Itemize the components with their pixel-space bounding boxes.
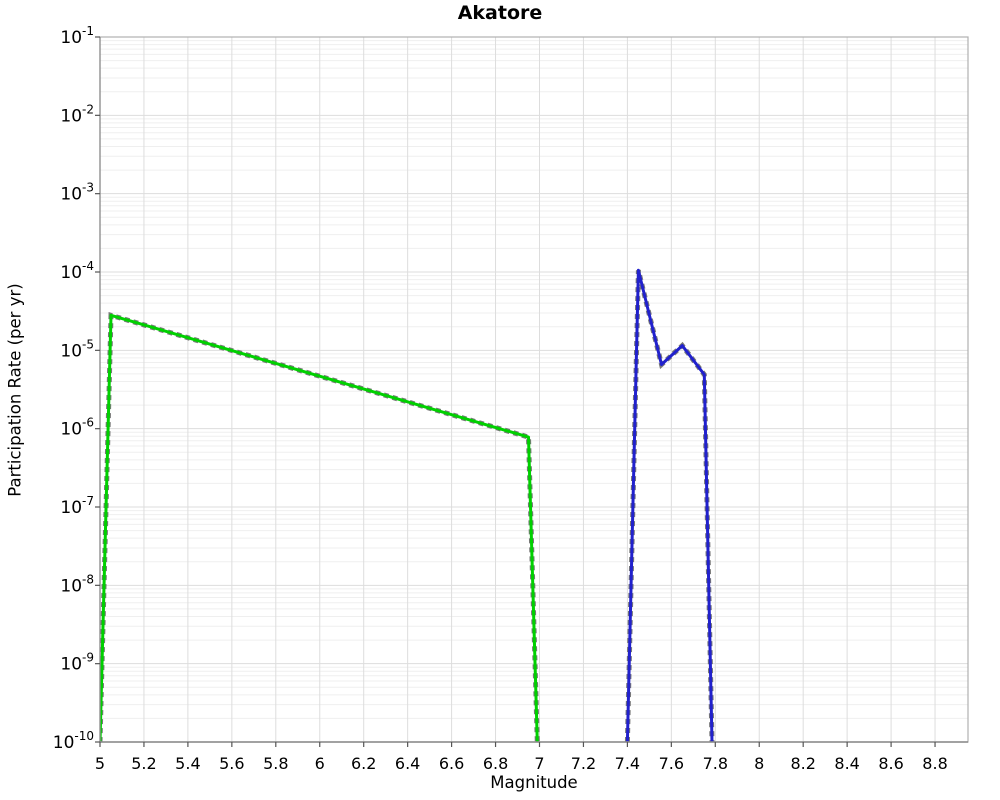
x-tick-label: 7.4: [615, 754, 640, 773]
chart-title: Akatore: [457, 2, 543, 24]
y-tick-label: 10-7: [60, 494, 94, 518]
blue-line: [625, 268, 714, 742]
y-tick-label: 10-10: [53, 729, 94, 753]
y-tick-label: 10-1: [60, 24, 94, 48]
y-tick-label: 10-9: [60, 651, 94, 675]
x-tick-label: 7.8: [703, 754, 728, 773]
x-tick-label: 5.6: [219, 754, 244, 773]
x-tick-label: 6.8: [483, 754, 508, 773]
x-tick-label: 8.8: [922, 754, 947, 773]
x-tick-label: 6: [315, 754, 325, 773]
x-tick-label: 6.6: [439, 754, 464, 773]
x-tick-label: 8.4: [834, 754, 859, 773]
x-tick-label: 8.2: [790, 754, 815, 773]
x-tick-label: 7: [534, 754, 544, 773]
x-tick-label: 6.4: [395, 754, 420, 773]
y-tick-label: 10-6: [60, 416, 94, 440]
x-tick-label: 7.2: [571, 754, 596, 773]
y-tick-label: 10-4: [60, 259, 94, 283]
x-tick-label: 5.4: [175, 754, 200, 773]
green-line-dash-overlay: [100, 311, 540, 742]
x-tick-label: 8.6: [878, 754, 903, 773]
x-tick-label: 5.2: [131, 754, 156, 773]
x-axis-label: Magnitude: [490, 773, 578, 792]
x-tick-label: 8: [754, 754, 764, 773]
y-axis-label: Participation Rate (per yr): [5, 283, 25, 497]
green-line: [100, 313, 539, 742]
y-tick-label: 10-2: [60, 102, 94, 126]
x-tick-label: 6.2: [351, 754, 376, 773]
x-tick-label: 7.6: [659, 754, 684, 773]
x-tick-label: 5.8: [263, 754, 288, 773]
y-tick-label: 10-3: [60, 181, 94, 205]
y-tick-label: 10-8: [60, 572, 94, 596]
x-tick-label: 5: [95, 754, 105, 773]
y-tick-label: 10-5: [60, 337, 94, 361]
